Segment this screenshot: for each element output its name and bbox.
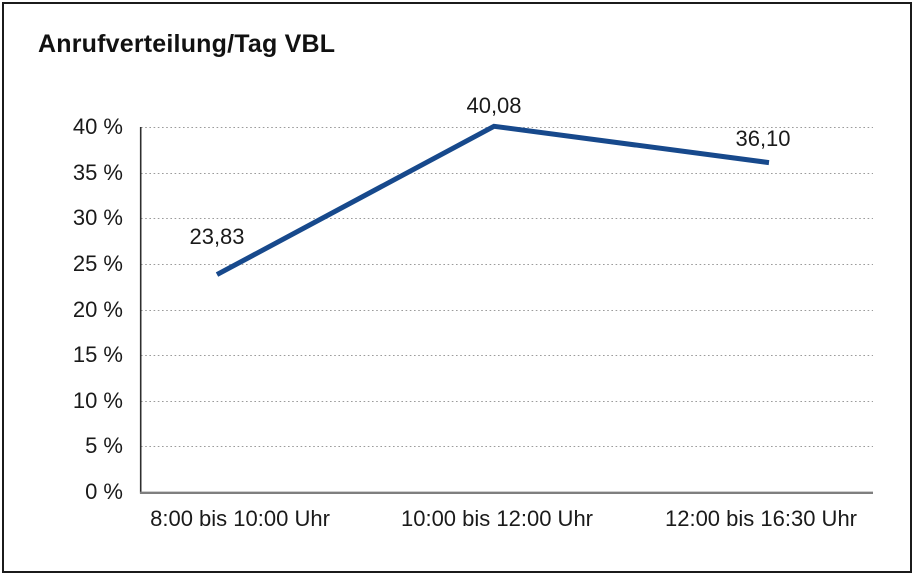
x-axis-category-label: 10:00 bis 12:00 Uhr [400, 506, 594, 531]
x-axis-category-label: 12:00 bis 16:30 Uhr [664, 506, 858, 531]
y-axis-tick-label: 20 % [72, 296, 123, 322]
data-point-label: 40,08 [466, 93, 522, 119]
x-axis-category-label: 8:00 bis 10:00 Uhr [150, 506, 330, 531]
data-point-label: 23,83 [189, 223, 245, 249]
y-axis-tick-label: 15 % [72, 342, 123, 368]
y-axis-tick-label: 25 % [72, 250, 123, 276]
y-axis-tick-label: 35 % [72, 159, 123, 185]
chart-title: Anrufverteilung/Tag VBL [38, 30, 336, 58]
y-axis-tick-label: 5 % [85, 433, 123, 459]
y-axis-tick-label: 30 % [72, 205, 123, 231]
data-line [215, 123, 770, 277]
y-axis-tick-label: 0 % [85, 479, 123, 504]
data-point-label: 36,10 [735, 125, 791, 151]
y-axis-tick-label: 10 % [72, 387, 123, 413]
y-axis-tick-label: 40 % [72, 114, 123, 139]
